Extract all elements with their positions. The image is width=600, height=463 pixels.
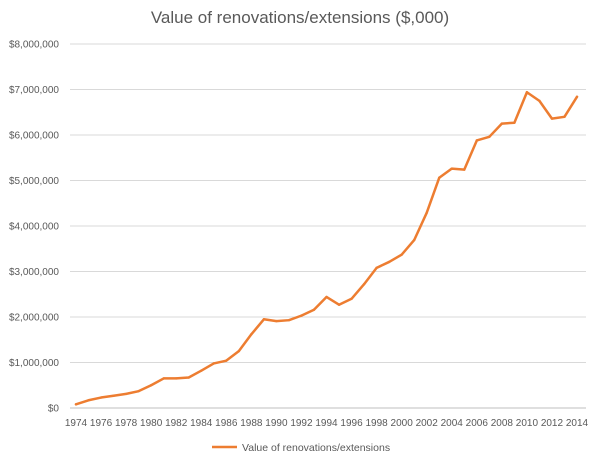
data-point — [250, 333, 253, 336]
gridlines — [70, 43, 586, 363]
x-tick-label: 2014 — [566, 418, 589, 429]
data-point — [475, 139, 478, 142]
data-point — [187, 376, 190, 379]
y-tick-label: $5,000,000 — [9, 176, 59, 187]
y-tick-label: $3,000,000 — [9, 267, 59, 278]
x-tick-label: 2010 — [516, 418, 539, 429]
y-tick-label: $0 — [48, 404, 60, 415]
data-point — [225, 359, 228, 362]
chart-title: Value of renovations/extensions ($,000) — [150, 8, 450, 27]
data-point — [325, 295, 328, 299]
x-tick-label: 1974 — [65, 418, 88, 429]
x-tick-label: 2006 — [466, 418, 489, 429]
x-tick-label: 1996 — [340, 418, 363, 429]
data-point — [300, 314, 303, 317]
data-point — [450, 167, 453, 170]
data-point — [237, 349, 241, 353]
legend-label: Value of renovations/extensions — [242, 442, 390, 454]
data-point — [337, 303, 341, 306]
x-tick-label: 1990 — [265, 418, 288, 429]
data-point — [513, 121, 516, 124]
data-point — [262, 318, 266, 321]
x-tick-label: 1984 — [190, 418, 213, 429]
x-tick-label: 1980 — [140, 418, 163, 429]
y-tick-label: $4,000,000 — [9, 222, 59, 233]
data-point — [488, 135, 491, 139]
data-point — [162, 377, 165, 380]
data-point — [387, 260, 391, 264]
data-point — [149, 384, 153, 387]
x-tick-label: 2002 — [416, 418, 439, 429]
data-point — [400, 253, 403, 256]
x-tick-label: 2008 — [491, 418, 514, 429]
x-tick-label: 1978 — [115, 418, 138, 429]
data-point — [525, 91, 529, 94]
data-point — [438, 176, 441, 179]
data-point — [375, 266, 378, 270]
y-tick-label: $2,000,000 — [9, 313, 59, 324]
y-tick-label: $6,000,000 — [9, 131, 59, 142]
y-tick-label: $1,000,000 — [9, 358, 59, 369]
y-tick-label: $7,000,000 — [9, 85, 59, 96]
x-tick-label: 1986 — [215, 418, 238, 429]
y-axis-tick-labels: $0 $1,000,000 $2,000,000 $3,000,000 $4,000,0… — [9, 40, 59, 415]
data-point — [500, 122, 504, 125]
x-tick-label: 1988 — [240, 418, 263, 429]
y-tick-label: $8,000,000 — [9, 40, 59, 51]
data-point — [550, 117, 554, 120]
data-point — [200, 369, 203, 372]
x-tick-label: 2012 — [541, 418, 564, 429]
x-axis-tick-labels: 1974 1976 1978 1980 1982 1984 1986 1988 1990 1992… — [65, 418, 589, 429]
data-point — [312, 308, 316, 311]
data-point — [212, 362, 215, 365]
data-point — [124, 392, 128, 396]
x-tick-label: 2000 — [391, 418, 414, 429]
x-tick-label: 1994 — [315, 418, 338, 429]
data-point — [87, 399, 90, 402]
data-point — [99, 396, 103, 399]
data-point — [412, 238, 416, 242]
series-line — [74, 90, 579, 406]
data-point — [463, 168, 466, 171]
data-point — [74, 403, 78, 406]
data-point — [137, 389, 140, 393]
data-point — [563, 115, 566, 119]
x-tick-label: 2004 — [441, 418, 464, 429]
x-tick-label: 1998 — [365, 418, 388, 429]
data-point — [350, 297, 353, 300]
data-point — [575, 95, 579, 98]
x-tick-label: 1976 — [90, 418, 113, 429]
x-tick-label: 1992 — [290, 418, 313, 429]
data-point — [287, 318, 291, 322]
data-point — [275, 319, 278, 323]
data-point — [362, 283, 366, 286]
data-point — [175, 377, 178, 380]
x-tick-label: 1982 — [165, 418, 188, 429]
data-point — [112, 394, 115, 397]
legend: Value of renovations/extensions — [212, 442, 390, 454]
series-layer — [74, 90, 579, 406]
data-point — [425, 211, 428, 215]
data-point — [538, 99, 541, 103]
